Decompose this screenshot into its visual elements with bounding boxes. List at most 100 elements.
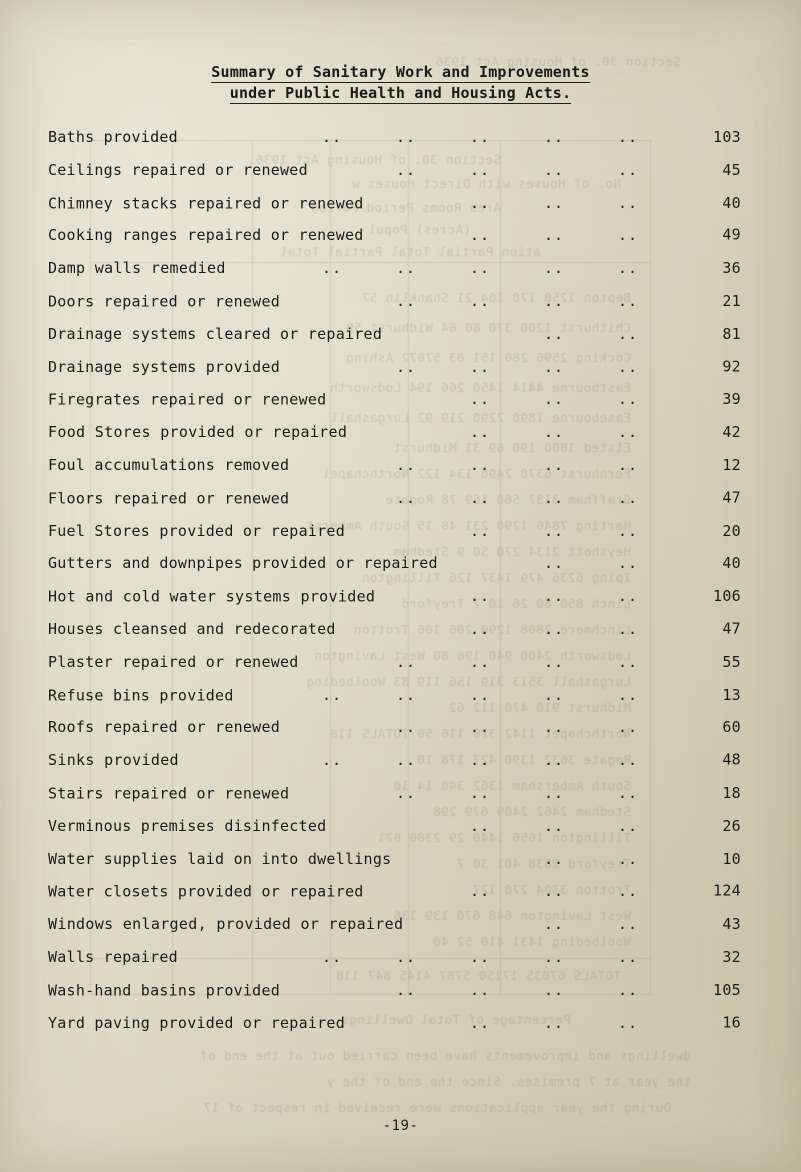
leader-dots: .. <box>469 882 491 901</box>
list-item: Yard paving provided or repaired...... 16 <box>0 1013 801 1047</box>
item-label: Water closets provided or repaired <box>48 882 364 901</box>
leader-dots: .. <box>395 783 417 802</box>
dot-leader: ...... <box>364 882 679 900</box>
leader-dots: .. <box>395 652 417 671</box>
item-label: Damp walls remedied <box>48 259 226 278</box>
dot-leader: .......... <box>178 128 679 146</box>
item-label: Drainage systems cleared or repaired <box>48 324 383 343</box>
page-title-line-1: Summary of Sanitary Work and Improvement… <box>211 63 590 83</box>
item-label: Gutters and downpipes provided or repair… <box>48 554 438 573</box>
dot-leader: ........ <box>308 161 679 179</box>
leader-dots: .. <box>395 357 417 376</box>
leader-dots: .. <box>617 521 639 540</box>
leader-dots: .. <box>395 488 417 507</box>
item-value: 36 <box>722 259 741 278</box>
leader-dots: .. <box>617 751 639 770</box>
leader-dots: .. <box>617 849 639 868</box>
list-item: Wash-hand basins provided........ 105 <box>0 981 801 1014</box>
leader-dots: .. <box>617 259 639 278</box>
item-label: Baths provided <box>48 128 178 146</box>
leader-dots: .. <box>469 587 491 606</box>
leader-dots: .. <box>617 980 639 999</box>
dot-leader: ...... <box>364 194 679 212</box>
dot-leader: ...... <box>336 620 679 638</box>
list-item: Firegrates repaired or renewed...... 39 <box>0 390 801 423</box>
item-label: Food Stores provided or repaired <box>48 423 348 442</box>
list-item: Doors repaired or renewed........ 21 <box>0 292 801 325</box>
leader-dots: .. <box>469 619 491 638</box>
leader-dots: .. <box>469 128 491 146</box>
leader-dots: .. <box>469 259 491 278</box>
leader-dots: .. <box>469 521 491 540</box>
item-value: 13 <box>722 685 741 704</box>
leader-dots: .. <box>543 685 565 704</box>
leader-dots: .. <box>543 816 565 835</box>
leader-dots: .. <box>469 357 491 376</box>
item-value: 47 <box>722 488 741 507</box>
list-item: Water supplies laid on into dwellings...… <box>0 850 801 883</box>
dot-leader: .... <box>438 554 679 572</box>
item-value: 40 <box>722 193 741 212</box>
item-label: Floors repaired or renewed <box>48 489 290 508</box>
item-label: Verminous premises disinfected <box>48 816 327 835</box>
leader-dots: .. <box>617 128 639 146</box>
leader-dots: .. <box>617 357 639 376</box>
item-value: 42 <box>722 423 741 442</box>
leader-dots: .. <box>395 947 417 966</box>
dot-leader: .... <box>403 915 679 933</box>
list-item: Sinks provided.......... 48 <box>0 751 801 784</box>
leader-dots: .. <box>543 488 565 507</box>
leader-dots: .. <box>543 291 565 310</box>
item-value: 18 <box>722 783 741 802</box>
leader-dots: .. <box>321 685 343 704</box>
leader-dots: .. <box>543 849 565 868</box>
leader-dots: .. <box>469 685 491 704</box>
item-value: 49 <box>722 225 741 244</box>
leader-dots: .. <box>543 980 565 999</box>
item-value: 20 <box>722 521 741 540</box>
leader-dots: .. <box>617 783 639 802</box>
leader-dots: .. <box>395 751 417 770</box>
dot-leader: ........ <box>280 358 679 376</box>
leader-dots: .. <box>395 455 417 474</box>
leader-dots: .. <box>543 357 565 376</box>
dot-leader: ........ <box>299 653 679 671</box>
leader-dots: .. <box>469 193 491 212</box>
leader-dots: .. <box>543 160 565 179</box>
leader-dots: .. <box>469 1013 491 1032</box>
list-item: Floors repaired or renewed........ 47 <box>0 488 801 522</box>
dot-leader: ........ <box>280 718 679 736</box>
list-item: Stairs repaired or renewed........ 18 <box>0 784 801 817</box>
list-item: Foul accumulations removed........ 12 <box>0 456 801 489</box>
leader-dots: .. <box>543 1013 565 1032</box>
list-item: Houses cleansed and redecorated...... 47 <box>0 620 801 653</box>
leader-dots: .. <box>543 259 565 278</box>
list-item: Verminous premises disinfected...... 26 <box>0 817 801 850</box>
list-item: Gutters and downpipes provided or repair… <box>0 554 801 587</box>
leader-dots: .. <box>617 324 639 343</box>
leader-dots: .. <box>543 193 565 212</box>
item-label: Foul accumulations removed <box>48 455 290 474</box>
leader-dots: .. <box>469 783 491 802</box>
dot-leader: ...... <box>347 423 679 441</box>
leader-dots: .. <box>617 1013 639 1032</box>
leader-dots: .. <box>469 291 491 310</box>
leader-dots: .. <box>617 390 639 409</box>
leader-dots: .. <box>543 226 565 245</box>
dot-leader: ...... <box>345 1014 679 1032</box>
leader-dots: .. <box>395 160 417 179</box>
item-value: 40 <box>722 554 741 573</box>
leader-dots: .. <box>469 455 491 474</box>
item-label: Stairs repaired or renewed <box>48 784 290 803</box>
list-item: Damp walls remedied.......... 36 <box>0 259 801 292</box>
leader-dots: .. <box>469 488 491 507</box>
leader-dots: .. <box>469 947 491 966</box>
leader-dots: .. <box>617 619 639 638</box>
item-value: 106 <box>713 587 741 606</box>
leader-dots: .. <box>469 160 491 179</box>
dot-leader: ........ <box>289 784 679 802</box>
leader-dots: .. <box>395 685 417 704</box>
leader-dots: .. <box>469 980 491 999</box>
leader-dots: .. <box>617 554 639 573</box>
list-item: Plaster repaired or renewed........ 55 <box>0 653 801 686</box>
